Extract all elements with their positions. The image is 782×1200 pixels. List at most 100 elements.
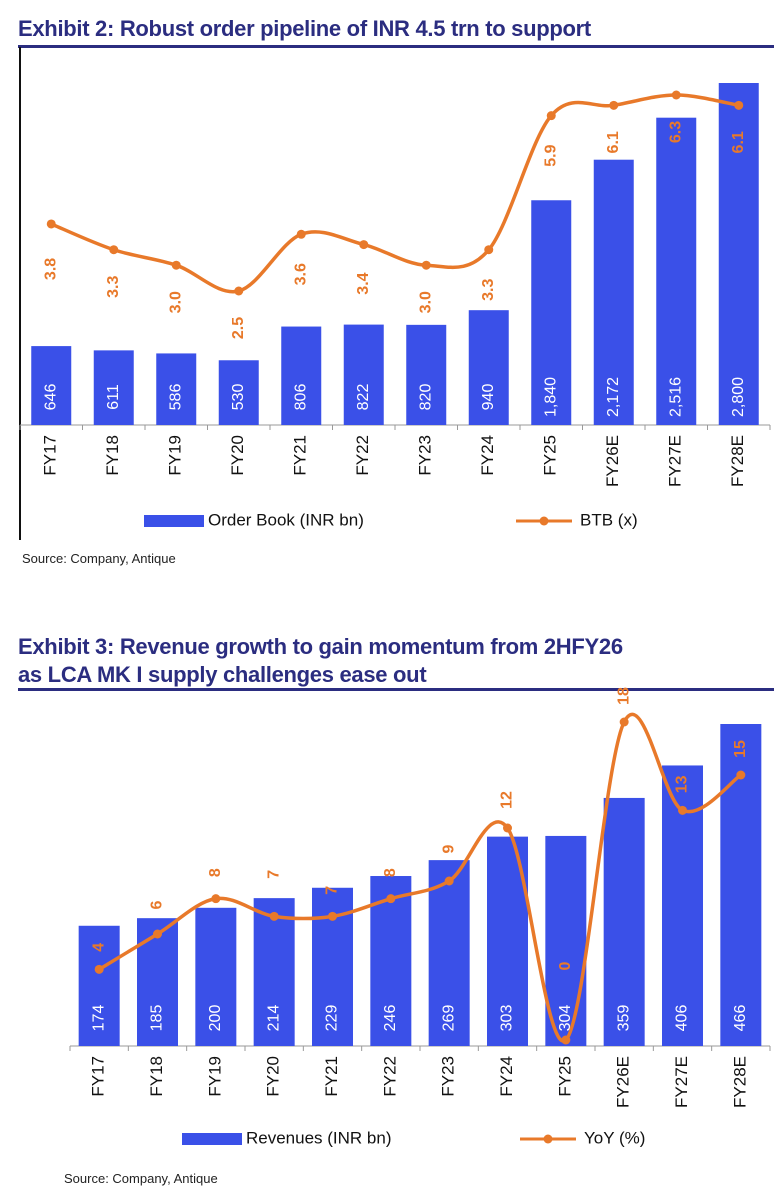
chart1-line-point [734,100,744,110]
chart2-line-point [503,823,512,833]
chart2-line-point [619,717,629,727]
chart2-bar [137,918,178,1046]
chart1-bar [218,360,259,425]
chart2-x-tick-label: FY21 [322,1056,341,1097]
chart1-line-label: 3.6 [292,263,309,285]
chart2-line-label: 6 [149,900,166,909]
chart1-bar-label: 2,172 [605,377,622,417]
chart2-bar-label: 200 [207,1005,224,1032]
chart2-line-point [94,964,104,974]
chart2-line-point [736,770,746,780]
chart1-bar [343,324,384,425]
chart2-line-label: 0 [557,961,574,970]
chart1-x-tick-label: FY23 [416,435,435,476]
chart1-bar [156,353,197,425]
chart2-x-tick-label: FY24 [497,1056,516,1097]
chart2-line-label: 8 [207,868,224,877]
chart1-line-label: 3.0 [417,291,434,313]
chart2-x-tick-label: FY28E [730,1056,749,1108]
chart1-line-point [609,100,619,110]
chart1-source: Source: Company, Antique [22,551,176,566]
chart2-bar [253,898,295,1046]
chart2-x-tick-label: FY26E [614,1056,633,1108]
chart2-bar-label: 269 [440,1005,457,1032]
chart2-bar-label: 406 [674,1005,691,1032]
chart2-bar-label: 229 [324,1005,341,1032]
chart2-bar [78,925,120,1046]
chart2-bar-label: 466 [732,1005,749,1032]
chart2-x-tick-label: FY22 [380,1056,399,1097]
chart1-line-label: 6.3 [667,121,684,143]
chart1-x-tick-label: FY28E [728,435,747,487]
chart2-line-label: 4 [90,943,107,952]
chart2-title-line1: Exhibit 3: Revenue growth to gain moment… [18,634,623,659]
chart2-bar-label: 185 [149,1005,166,1032]
chart1-line-label: 3.3 [105,276,122,298]
chart1-line-point [234,286,244,296]
chart1-x-tick-label: FY22 [353,435,372,476]
chart2-legend-bar-swatch [182,1133,242,1145]
chart1-bar-label: 822 [355,384,372,411]
chart1-legend-bar-swatch [144,515,204,527]
chart2-line-label: 7 [265,870,282,879]
chart1-bar-label: 806 [292,384,309,411]
chart1-x-tick-label: FY17 [41,435,60,476]
chart1-x-tick-label: FY27E [666,435,685,487]
chart2-line-point [269,911,279,921]
chart2-line-label: 13 [674,775,691,793]
chart1-x-tick-label: FY25 [541,435,560,476]
chart1-line-label: 3.8 [42,258,59,280]
chart1-line-point [109,245,119,255]
chart1-bar [718,83,759,425]
chart1-x-tick-label: FY21 [291,435,310,476]
chart2-line-point [444,876,454,886]
chart2-line-label: 12 [499,791,516,809]
chart2-bar-label: 246 [382,1005,399,1032]
chart2-line-point [386,894,396,904]
chart1-x-tick-label: FY24 [478,435,497,476]
chart1-line-point [671,90,681,100]
chart1-bar-label: 940 [480,384,497,411]
chart2-line-point [211,894,221,904]
chart1-legend-line-marker [539,516,549,526]
chart2-line-point [561,1035,571,1045]
chart2-bar-label: 174 [90,1005,107,1032]
chart1-x-tick-label: FY19 [166,435,185,476]
chart2-bar-label: 304 [557,1005,574,1032]
chart1-bar [656,117,697,425]
chart2-svg: 174 FY17 185 FY18 200 FY19 214 FY20 229 FY21 246 FY… [69,687,771,1147]
chart2-bar-label: 359 [615,1005,632,1032]
chart2-bar [545,835,587,1046]
chart1-line [50,93,740,294]
chart1-line-point [484,245,494,255]
chart1-line-point [421,260,431,270]
chart2-bar-label: 214 [265,1005,282,1032]
chart1-line-label: 3.3 [480,279,497,301]
chart1-bar-label: 611 [105,384,122,410]
chart1-line-point [46,219,56,229]
chart2-line-label: 18 [615,687,632,705]
chart2-line-label: 8 [382,868,399,877]
chart2-x-tick-label: FY18 [147,1056,166,1097]
chart1-bar [468,310,509,425]
chart2-x-tick-label: FY23 [439,1056,458,1097]
chart2-bar-label: 303 [499,1005,516,1032]
chart1-bar [93,350,134,425]
chart2-source: Source: Company, Antique [64,1171,218,1186]
chart2-line-label: 15 [732,740,749,758]
chart1-bar [31,346,72,425]
chart1-line-point [296,229,306,239]
chart2-line-point [153,929,162,939]
chart1-line-label: 3.0 [167,291,184,313]
chart2-bar [195,907,237,1046]
chart1-line-point [359,240,369,250]
chart2-legend-line-label: YoY (%) [584,1128,645,1147]
chart1-bar-label: 2,800 [730,377,747,417]
chart1-bar-label: 530 [230,384,247,411]
chart1-line-label: 6.1 [730,131,747,153]
chart1-bar-label: 646 [42,384,59,411]
chart1-line-label: 2.5 [230,317,247,339]
chart1-title-rule [18,45,774,48]
chart2-x-tick-label: FY25 [555,1056,574,1097]
chart1-bar-label: 586 [167,384,184,411]
